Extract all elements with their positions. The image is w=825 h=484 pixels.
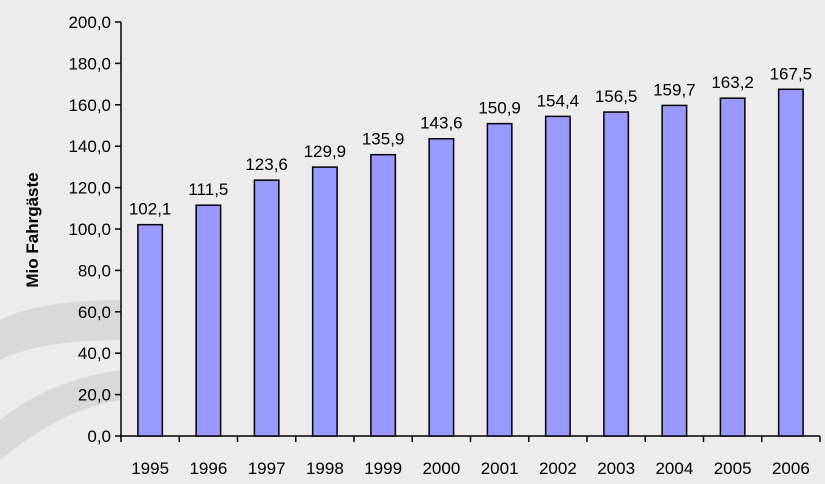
bar [777, 88, 804, 437]
y-axis-title: Mio Fahrgäste [23, 172, 42, 287]
bar [137, 223, 164, 437]
y-tick-label: 120,0 [68, 179, 111, 198]
x-tick-label: 2000 [422, 459, 460, 478]
y-tick-label: 200,0 [68, 13, 111, 32]
y-tick-label: 100,0 [68, 220, 111, 239]
bar-value-label: 135,9 [362, 130, 405, 149]
bar-series [137, 88, 804, 437]
bar-value-label: 154,4 [537, 91, 580, 110]
x-tick-label: 2001 [481, 459, 519, 478]
x-tick-label: 1999 [364, 459, 402, 478]
watermark-arcs [0, 300, 120, 460]
x-tick-label: 2004 [655, 459, 693, 478]
bar [311, 166, 338, 437]
bar [370, 153, 397, 437]
bar [603, 111, 630, 437]
bar [661, 104, 688, 437]
y-tick-label: 60,0 [78, 303, 111, 322]
bar-value-label: 167,5 [770, 64, 813, 83]
data-labels: 102,1 111,5 123,6 129,9 135,9 143,6 150,9 154,4… [129, 64, 812, 218]
x-tick-label: 2005 [714, 459, 752, 478]
x-tick-label: 1996 [189, 459, 227, 478]
y-tick-label: 140,0 [68, 137, 111, 156]
x-tick-label: 1998 [306, 459, 344, 478]
y-tick-label: 40,0 [78, 344, 111, 363]
bar-value-label: 163,2 [711, 73, 754, 92]
x-tick-label: 2003 [597, 459, 635, 478]
y-tick-label: 180,0 [68, 54, 111, 73]
bar [428, 137, 455, 437]
y-tick-label: 160,0 [68, 96, 111, 115]
x-tick-label: 1997 [248, 459, 286, 478]
x-axis: 1995 1996 1997 1998 1999 2000 2001 2002 2003 2004… [120, 435, 821, 478]
bar-value-label: 159,7 [653, 80, 696, 99]
bar-value-label: 143,6 [420, 114, 463, 133]
bar-value-label: 150,9 [478, 99, 521, 118]
bar-value-label: 156,5 [595, 87, 638, 106]
bar-value-label: 111,5 [188, 180, 228, 199]
x-tick-label: 2002 [539, 459, 577, 478]
bar [719, 97, 746, 437]
y-tick-label: 0,0 [87, 427, 111, 446]
x-tick-label: 2006 [772, 459, 810, 478]
bar [195, 204, 222, 437]
x-tick-label: 1995 [131, 459, 169, 478]
bar-value-label: 129,9 [304, 142, 347, 161]
y-tick-label: 20,0 [78, 386, 111, 405]
y-tick-label: 80,0 [78, 261, 111, 280]
bar [253, 179, 280, 437]
bar [486, 122, 513, 437]
bar [544, 115, 571, 437]
bar-value-label: 102,1 [129, 200, 172, 219]
y-axis: 0,0 20,0 40,0 60,0 80,0 100,0 120,0 140,0 160,0 1… [68, 13, 122, 446]
bar-value-label: 123,6 [245, 155, 288, 174]
